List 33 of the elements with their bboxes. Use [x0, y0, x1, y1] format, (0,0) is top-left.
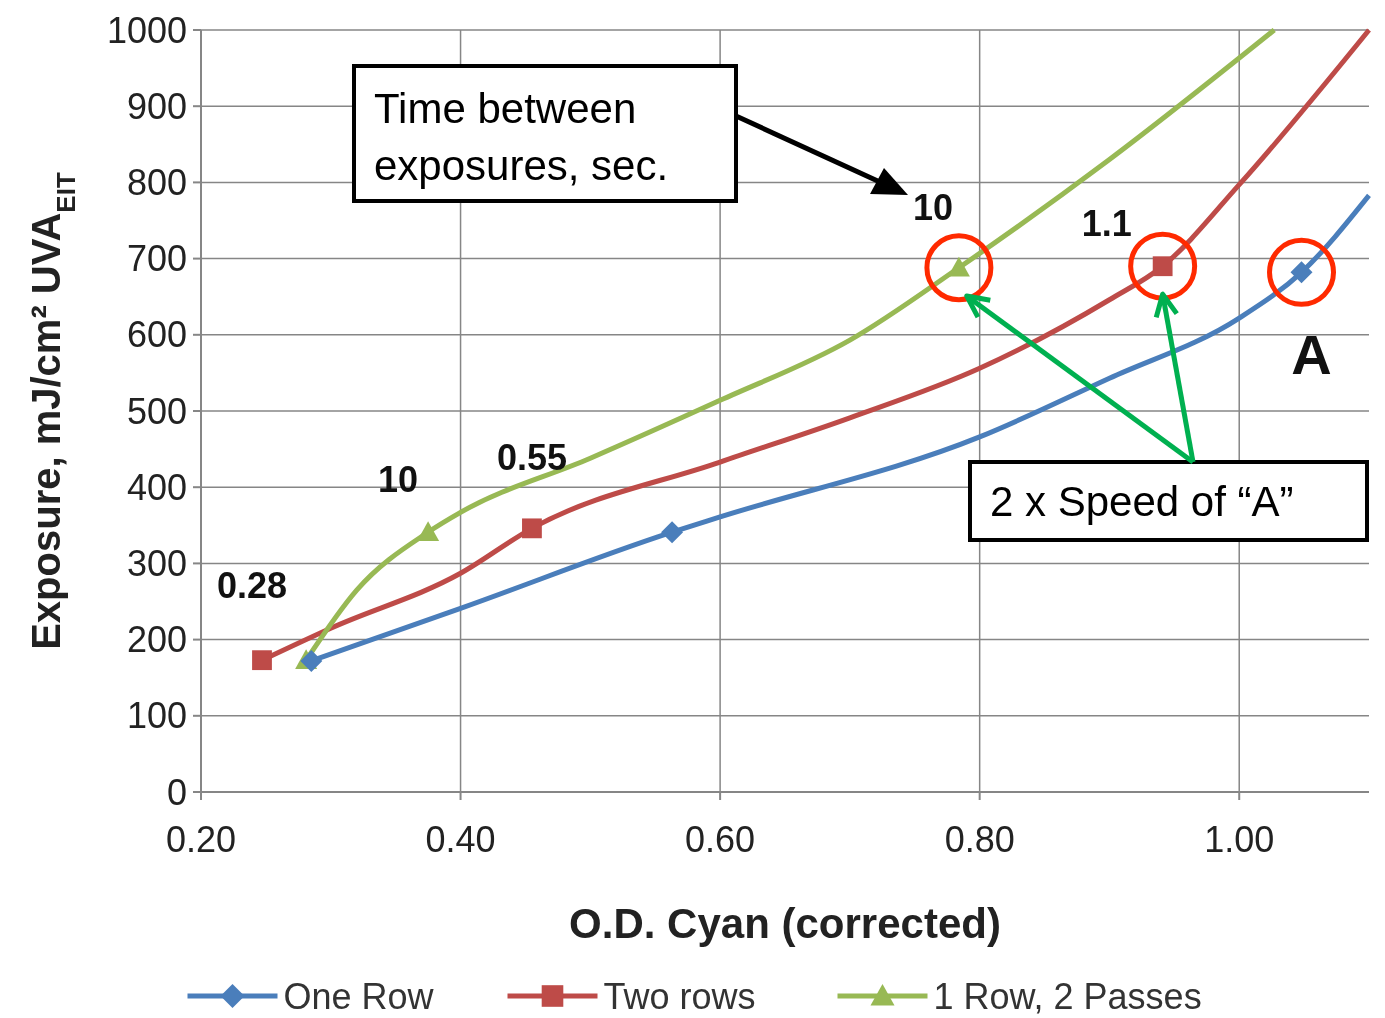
annotation: 10	[378, 459, 419, 501]
annotation: 1.1	[1081, 203, 1132, 245]
annotation: 0.28	[216, 565, 288, 607]
y-tick-label: 1000	[106, 9, 187, 51]
x-tick-label: 0.40	[425, 819, 496, 860]
y-tick-label: 400	[126, 466, 187, 508]
point	[522, 518, 542, 539]
y-tick-label: 600	[126, 314, 187, 356]
legend-label: 1 Row, 2 Passes	[933, 975, 1202, 1017]
annotation: 0.55	[496, 437, 567, 479]
x-tick-label: 0.20	[165, 819, 237, 860]
annotation: Time between exposures, sec.	[374, 85, 669, 189]
annotation: 10	[912, 186, 953, 228]
y-tick-label: 800	[126, 162, 187, 203]
point	[417, 521, 440, 541]
point	[300, 649, 323, 672]
legend-label: One Row	[283, 975, 435, 1017]
y-tick-label: 700	[126, 238, 187, 280]
annotation: 2 x Speed of “A”	[990, 478, 1294, 525]
y-tick-label: 100	[126, 695, 187, 737]
x-axis-title: O.D. Cyan (corrected)	[569, 900, 1001, 947]
annotation: A	[1291, 323, 1332, 387]
x-tick-label: 1.00	[1204, 819, 1275, 860]
y-tick-label: 300	[126, 543, 187, 584]
legend-label: Two rows	[603, 975, 756, 1017]
x-tick-label: 0.80	[944, 819, 1015, 860]
point	[661, 521, 684, 544]
y-tick-label: 200	[126, 619, 187, 661]
point	[252, 650, 272, 671]
y-tick-label: 0	[166, 771, 187, 813]
x-tick-label: 0.60	[685, 819, 756, 860]
y-tick-label: 500	[126, 390, 187, 432]
y-tick-label: 900	[126, 85, 187, 127]
